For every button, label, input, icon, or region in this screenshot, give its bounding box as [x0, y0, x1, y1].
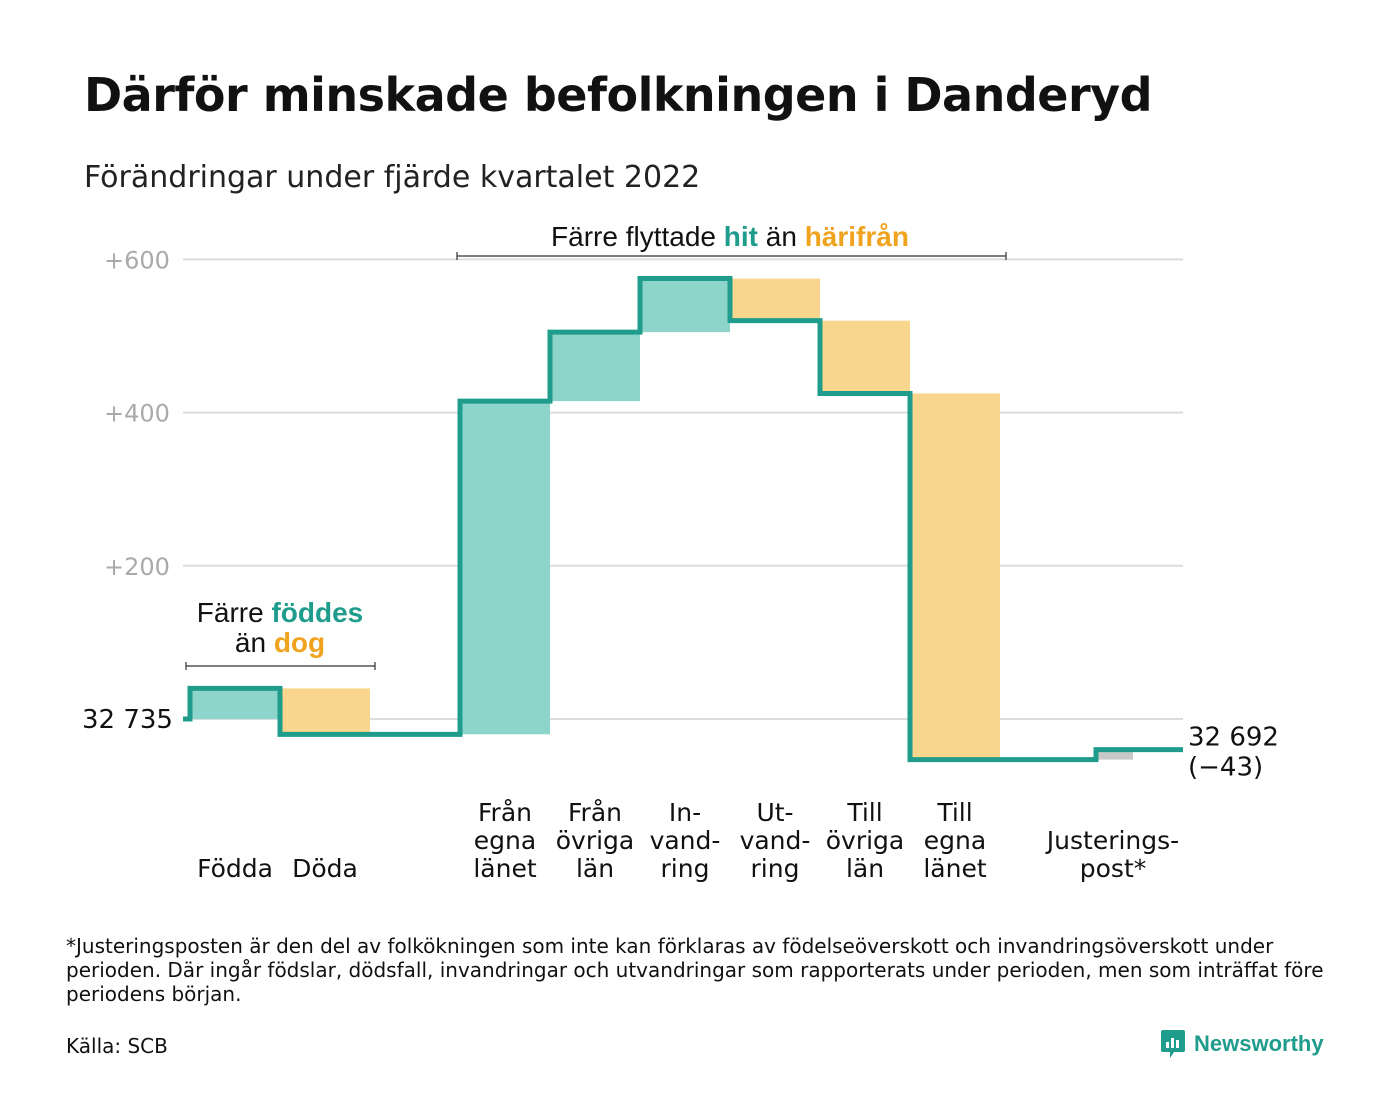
brand-name: Newsworthy: [1194, 1031, 1324, 1056]
bar-chart-icon: [1161, 1030, 1185, 1058]
category-label: Döda: [292, 854, 358, 883]
y-tick-label: +600: [104, 246, 170, 274]
bar: [910, 393, 1000, 760]
bar: [1096, 749, 1133, 760]
category-label: egna: [474, 826, 536, 855]
step-line: [183, 276, 1183, 763]
category-label: Justerings-: [1045, 826, 1179, 855]
births-annotation: Färre föddes än dog: [185, 597, 376, 670]
bar: [280, 688, 370, 735]
births-annotation-line1: Färre föddes: [197, 597, 363, 628]
category-label: ring: [751, 854, 800, 883]
bar: [190, 688, 280, 719]
category-label: länet: [923, 854, 986, 883]
category-label: Födda: [197, 854, 273, 883]
category-label: övriga: [826, 826, 905, 855]
category-label: län: [846, 854, 884, 883]
category-label: egna: [924, 826, 986, 855]
category-label: vand-: [650, 826, 721, 855]
end-value-label: 32 692: [1188, 723, 1279, 753]
source-label: Källa: SCB: [66, 1034, 168, 1058]
bar: [640, 278, 730, 333]
category-label: Till: [846, 798, 882, 827]
category-label: Till: [936, 798, 972, 827]
category-label: Ut-: [756, 798, 793, 827]
category-label: Från: [478, 798, 532, 827]
start-value-label: 32 735: [82, 705, 173, 735]
y-tick-label: +400: [104, 400, 170, 428]
category-label: övriga: [556, 826, 635, 855]
moves-annotation-text: Färre flyttade hit än härifrån: [551, 221, 909, 252]
moves-bracket: [456, 252, 1007, 260]
y-tick-label: +200: [104, 553, 170, 581]
category-label: vand-: [740, 826, 811, 855]
category-label: länet: [473, 854, 536, 883]
category-label: Från: [568, 798, 622, 827]
step-line-layer: [183, 276, 1183, 763]
chart-subtitle: Förändringar under fjärde kvartalet 2022: [84, 160, 701, 195]
births-bracket: [185, 662, 376, 670]
category-label: län: [576, 854, 614, 883]
category-label: post*: [1080, 854, 1147, 883]
end-change-label: (−43): [1188, 753, 1263, 783]
category-label: ring: [661, 854, 710, 883]
moves-annotation: Färre flyttade hit än härifrån: [456, 221, 1007, 260]
births-annotation-line2: än dog: [235, 627, 325, 658]
chart-title: Därför minskade befolkningen i Danderyd: [84, 68, 1153, 122]
category-label: In-: [669, 798, 701, 827]
bars: [190, 278, 1133, 760]
bar: [820, 320, 910, 394]
brand-logo: Newsworthy: [1160, 1026, 1324, 1062]
footnote: *Justeringsposten är den del av folkökni…: [66, 934, 1324, 1006]
bar: [550, 332, 640, 402]
bar: [730, 278, 820, 321]
bar: [460, 401, 550, 735]
